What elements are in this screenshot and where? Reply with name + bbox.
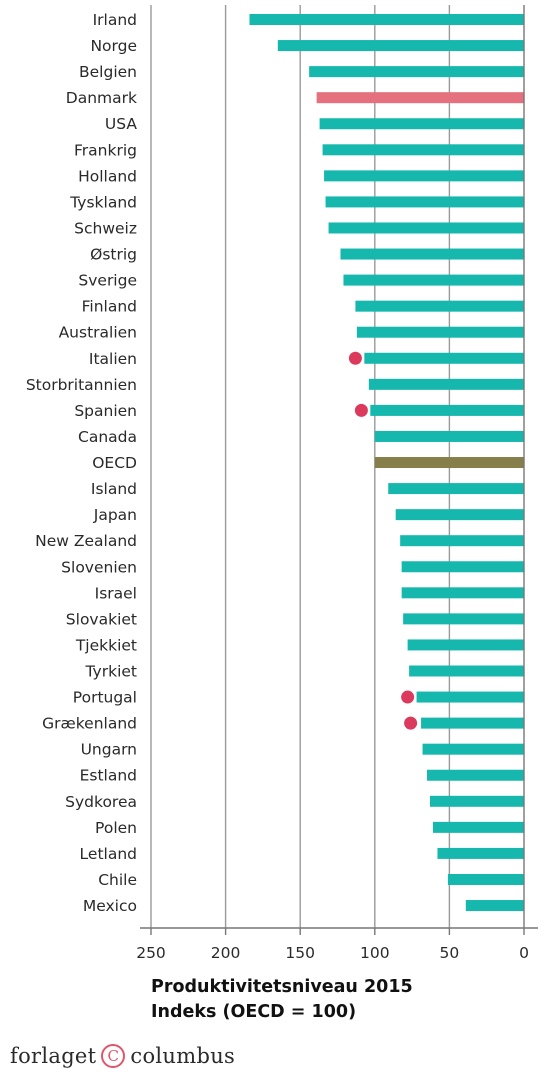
category-label: Spanien xyxy=(74,402,137,420)
bar-slovenien xyxy=(401,561,524,573)
bar-storbritannien xyxy=(368,378,524,390)
markers xyxy=(348,351,418,730)
category-label: Irland xyxy=(93,11,137,29)
category-label: Ungarn xyxy=(81,741,137,759)
category-label: Italien xyxy=(89,350,137,368)
category-label: OECD xyxy=(92,454,137,472)
category-label: Canada xyxy=(78,428,137,446)
bar-usa xyxy=(319,118,524,130)
x-tick-label: 200 xyxy=(211,944,241,962)
bar-slovakiet xyxy=(403,613,524,625)
category-label: Polen xyxy=(95,819,137,837)
x-tick-label: 150 xyxy=(285,944,315,962)
bar-ungarn xyxy=(422,743,524,755)
bar-italien xyxy=(364,352,524,364)
category-label: Letland xyxy=(80,845,137,863)
x-tick-label: 50 xyxy=(440,944,460,962)
bar-tyskland xyxy=(325,196,524,208)
bar-portugal xyxy=(416,691,524,703)
marker-italien xyxy=(348,351,362,365)
x-axis-title-line2: Indeks (OECD = 100) xyxy=(151,1002,357,1022)
category-label: Holland xyxy=(78,167,137,185)
category-label: Tjekkiet xyxy=(75,636,137,654)
logo-text-left: forlaget xyxy=(10,1044,97,1068)
bar-sydkorea xyxy=(430,795,524,807)
bar-oecd xyxy=(374,457,524,469)
bar-schweiz xyxy=(328,222,524,234)
category-label: Grækenland xyxy=(42,715,137,733)
x-tick-label: 250 xyxy=(136,944,166,962)
category-label: USA xyxy=(105,115,137,133)
bar-chart: Irland Norge Belgien Danmark USA Frankrig Holl… xyxy=(26,5,538,962)
marker-portugal xyxy=(401,690,415,704)
category-label: Belgien xyxy=(79,63,137,81)
x-tick-label: 0 xyxy=(519,944,529,962)
category-label: Finland xyxy=(82,298,137,316)
category-label: Mexico xyxy=(83,897,137,915)
category-label: Slovakiet xyxy=(66,610,137,628)
category-label: Slovenien xyxy=(61,558,137,576)
bar-letland xyxy=(437,847,524,859)
category-label: Japan xyxy=(93,506,137,524)
bar-mexico xyxy=(465,900,524,912)
bar-estland xyxy=(427,769,524,781)
bar-danmark xyxy=(316,92,524,104)
logo-text-right: columbus xyxy=(130,1044,236,1068)
category-labels: Irland Norge Belgien Danmark USA Frankrig Holl… xyxy=(26,11,138,915)
bar-spanien xyxy=(370,404,524,416)
bar-frankrig xyxy=(322,144,524,156)
bar-polen xyxy=(432,821,524,833)
copyright-c-icon: C xyxy=(101,1044,126,1068)
category-label: Danmark xyxy=(66,89,137,107)
category-label: Estland xyxy=(80,767,137,785)
bar-chile xyxy=(447,873,524,885)
category-label: Tyskland xyxy=(69,193,137,211)
bar-israel xyxy=(401,587,524,599)
category-label: Schweiz xyxy=(74,219,137,237)
bar-belgien xyxy=(309,66,524,78)
bar-sverige xyxy=(343,274,524,286)
category-label: Frankrig xyxy=(74,141,137,159)
category-label: Island xyxy=(91,480,137,498)
bar-canada xyxy=(374,430,524,442)
category-label: Tyrkiet xyxy=(85,663,138,681)
bars xyxy=(249,14,525,912)
category-label: Østrig xyxy=(90,246,137,264)
category-label: Israel xyxy=(95,584,137,602)
x-tick-label: 100 xyxy=(360,944,390,962)
category-label: Portugal xyxy=(73,689,137,707)
category-label: Norge xyxy=(90,37,137,55)
marker-grækenland xyxy=(404,716,418,730)
bar-new-zealand xyxy=(400,535,524,547)
publisher-logo: forlaget C columbus xyxy=(10,1040,235,1072)
x-axis: 250 200 150 100 50 0 xyxy=(136,5,538,962)
category-label: Chile xyxy=(98,871,137,889)
bar-tjekkiet xyxy=(407,639,524,651)
marker-spanien xyxy=(354,403,368,417)
x-axis-title: Produktivitetsniveau 2015 Indeks (OECD =… xyxy=(151,975,413,1025)
bar-tyrkiet xyxy=(409,665,524,677)
bar-irland xyxy=(249,14,525,25)
category-label: Australien xyxy=(59,324,137,342)
bar-australien xyxy=(356,326,524,338)
bar-østrig xyxy=(340,248,524,260)
bar-norge xyxy=(277,40,524,52)
bar-island xyxy=(388,483,524,495)
x-axis-title-line1: Produktivitetsniveau 2015 xyxy=(151,977,413,997)
category-label: Sydkorea xyxy=(65,793,137,811)
bar-finland xyxy=(355,300,524,312)
category-label: Sverige xyxy=(78,272,137,290)
category-label: New Zealand xyxy=(35,532,137,550)
bar-grækenland xyxy=(421,717,524,729)
bar-holland xyxy=(324,170,524,182)
category-label: Storbritannien xyxy=(26,376,137,394)
bar-japan xyxy=(395,509,524,521)
